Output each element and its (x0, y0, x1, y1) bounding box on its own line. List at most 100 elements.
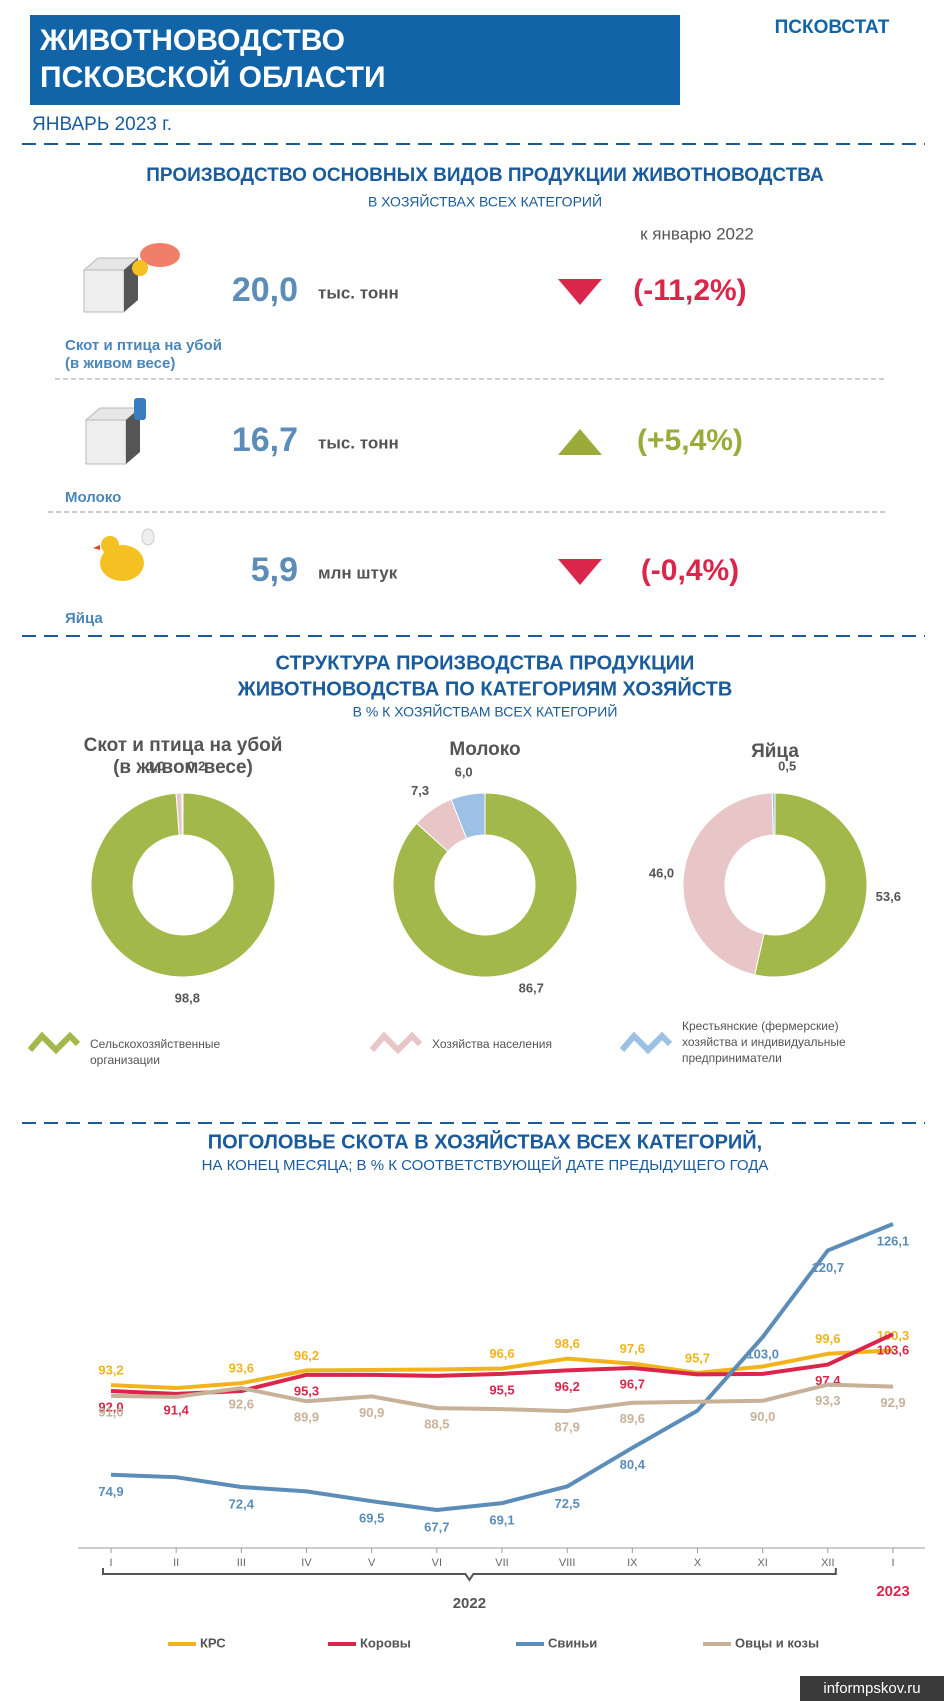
egg-icon (93, 528, 155, 581)
data-label: 69,5 (359, 1511, 384, 1526)
series-line (110, 1222, 894, 1512)
x-tick-label: IV (301, 1557, 312, 1569)
pie-title: Скот и птица на убой (84, 735, 283, 756)
item-value: 5,9 (251, 551, 298, 589)
pie-value-label: 0,2 (187, 758, 205, 773)
item-label: Скот и птица на убой (65, 337, 222, 354)
section-title: ЖИВОТНОВОДСТВА ПО КАТЕГОРИЯМ ХОЗЯЙСТВ (237, 676, 733, 700)
item-change: (-0,4%) (641, 554, 739, 587)
x-tick-label: XI (757, 1557, 767, 1569)
item-unit: тыс. тонн (318, 433, 399, 452)
data-label: 93,6 (229, 1361, 254, 1376)
data-label: 89,9 (294, 1410, 319, 1425)
legend-label: Коровы (360, 1635, 411, 1650)
legend-label: КРС (200, 1635, 226, 1650)
trend-up (558, 429, 602, 455)
year-bracket (102, 1568, 837, 1582)
pie-slice (181, 792, 184, 836)
x-tick-label: V (368, 1557, 376, 1569)
agency: ПСКОВСТАТ (775, 17, 890, 38)
section-subtitle: В ХОЗЯЙСТВАХ ВСЕХ КАТЕГОРИЙ (368, 193, 602, 210)
data-label: 120,7 (812, 1260, 845, 1275)
pie-slice (754, 792, 868, 978)
pie-value-label: 6,0 (455, 764, 473, 779)
item-value: 16,7 (232, 421, 298, 459)
section-title: ПРОИЗВОДСТВО ОСНОВНЫХ ВИДОВ ПРОДУКЦИИ ЖИ… (146, 165, 824, 186)
data-label: 88,5 (424, 1417, 449, 1432)
data-label: 96,2 (555, 1379, 580, 1394)
x-tick-label: VI (432, 1557, 442, 1569)
data-label: 90,9 (359, 1405, 384, 1420)
data-label: 74,9 (98, 1484, 123, 1499)
pie-value-label: 98,8 (175, 990, 200, 1005)
watermark: informpskov.ru (823, 1680, 920, 1697)
legend-swatch (369, 1031, 423, 1055)
year-label: 2022 (453, 1595, 486, 1612)
pie-value-label: 46,0 (649, 866, 674, 881)
x-tick-label: VII (495, 1557, 508, 1569)
compare-label: к январю 2022 (640, 224, 754, 243)
pie-title: Молоко (449, 739, 520, 760)
watermark-bg (800, 1676, 944, 1701)
series-line (110, 1382, 894, 1414)
item-change: (-11,2%) (633, 274, 746, 307)
header-box (30, 15, 680, 105)
data-label: 93,2 (98, 1363, 123, 1378)
data-label: 92,6 (229, 1396, 254, 1411)
data-label: 103,0 (746, 1347, 779, 1362)
item-change: (+5,4%) (637, 424, 743, 457)
data-label: 80,4 (620, 1457, 646, 1472)
data-label: 89,6 (620, 1411, 645, 1426)
pie-slice (682, 792, 774, 976)
trend-down (558, 559, 602, 585)
data-label: 91,0 (98, 1404, 123, 1419)
header-title: ЖИВОТНОВОДСТВО (39, 24, 345, 57)
x-tick-label: I (891, 1557, 894, 1569)
pie-value-label: 53,6 (876, 889, 901, 904)
pie-title: Яйца (751, 741, 799, 762)
pie-value-label: 86,7 (519, 981, 544, 996)
item-unit: млн штук (318, 563, 398, 582)
period: ЯНВАРЬ 2023 г. (32, 114, 172, 135)
data-label: 91,4 (164, 1402, 190, 1417)
legend-label: Сельскохозяйственные организации (90, 1037, 221, 1067)
milk-icon (84, 398, 146, 465)
legend-swatch (27, 1031, 81, 1055)
meat-icon (82, 243, 180, 313)
data-label: 99,6 (815, 1331, 840, 1346)
pie-value-label: 7,3 (411, 783, 429, 798)
legend-label: Хозяйства населения (432, 1037, 552, 1051)
data-label: 95,3 (294, 1383, 319, 1398)
data-label: 92,0 (98, 1399, 123, 1414)
data-label: 90,0 (750, 1409, 775, 1424)
chart-title: ПОГОЛОВЬЕ СКОТА В ХОЗЯЙСТВАХ ВСЕХ КАТЕГО… (208, 1129, 763, 1153)
item-label: Молоко (65, 489, 121, 506)
data-label: 72,4 (229, 1496, 255, 1511)
x-tick-label: II (173, 1557, 179, 1569)
legend-label: Овцы и козы (735, 1635, 819, 1650)
pie-value-label: 1,0 (147, 759, 165, 774)
data-label: 96,2 (294, 1348, 319, 1363)
data-label: 95,7 (685, 1350, 710, 1365)
data-label: 96,6 (489, 1346, 514, 1361)
data-label: 93,3 (815, 1393, 840, 1408)
x-tick-label: X (694, 1557, 702, 1569)
data-label: 103,6 (877, 1343, 910, 1358)
year-label: 2023 (876, 1583, 909, 1600)
data-label: 67,7 (424, 1519, 449, 1534)
series-line (110, 1332, 894, 1396)
x-tick-label: IX (627, 1557, 638, 1569)
x-tick-label: I (109, 1557, 112, 1569)
series-line (110, 1348, 894, 1391)
item-label: Яйца (65, 610, 103, 627)
pie-slice (771, 792, 776, 836)
data-label: 87,9 (555, 1420, 580, 1435)
pie-title: (в живом весе) (113, 757, 253, 778)
pie-slice (392, 792, 578, 978)
data-label: 95,5 (489, 1382, 514, 1397)
item-value: 20,0 (232, 271, 298, 309)
legend-swatch (619, 1031, 673, 1055)
data-label: 98,6 (555, 1336, 580, 1351)
